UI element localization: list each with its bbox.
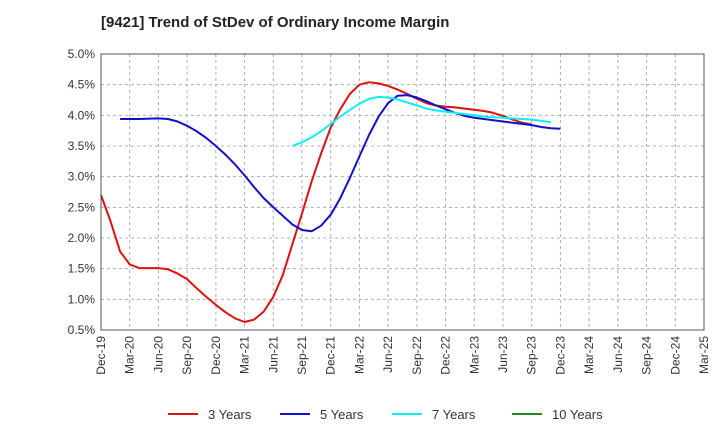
y-tick-label: 3.5% — [68, 139, 96, 153]
series-line-5-years — [120, 94, 561, 233]
x-tick-label: Dec-21 — [324, 336, 338, 375]
plot-area-border — [100, 53, 705, 331]
x-tick-label: Sep-20 — [180, 336, 194, 375]
y-tick-label: 5.0% — [68, 47, 96, 61]
x-tick-label: Mar-24 — [582, 336, 596, 374]
legend-label-5-years: 5 Years — [320, 407, 364, 422]
x-tick-label: Jun-21 — [266, 336, 280, 373]
y-tick-label: 2.0% — [68, 231, 96, 245]
x-tick-label: Dec-22 — [439, 336, 453, 375]
x-tick-label: Jun-24 — [611, 336, 625, 373]
x-tick-label: Mar-22 — [352, 336, 366, 374]
x-tick-label: Sep-24 — [640, 336, 654, 375]
legend-label-10-years: 10 Years — [552, 407, 603, 422]
x-tick-label: Dec-19 — [94, 336, 108, 375]
legend-label-3-years: 3 Years — [208, 407, 252, 422]
y-tick-label: 1.5% — [68, 262, 96, 276]
x-tick-label: Mar-20 — [123, 336, 137, 374]
x-tick-label: Jun-22 — [381, 336, 395, 373]
x-tick-label: Mar-23 — [467, 336, 481, 374]
legend: 3 Years 5 Years 7 Years 10 Years — [168, 407, 603, 422]
y-tick-label: 1.0% — [68, 292, 96, 306]
x-tick-label: Jun-23 — [496, 336, 510, 373]
series-line-7-years — [292, 95, 552, 147]
x-tick-label: Sep-23 — [525, 336, 539, 375]
chart-title: [9421] Trend of StDev of Ordinary Income… — [101, 14, 450, 31]
y-tick-label: 0.5% — [68, 323, 96, 337]
series-line-3-years — [100, 81, 532, 323]
x-axis: Dec-19 Mar-20 Jun-20 Sep-20 Dec-20 Mar-21 Jun-… — [94, 336, 711, 375]
x-tick-label: Sep-22 — [410, 336, 424, 375]
legend-label-7-years: 7 Years — [432, 407, 476, 422]
x-tick-label: Sep-21 — [295, 336, 309, 375]
series-lines — [100, 81, 561, 323]
x-tick-label: Mar-21 — [238, 336, 252, 374]
x-tick-label: Dec-23 — [553, 336, 567, 375]
y-tick-label: 4.5% — [68, 78, 96, 92]
x-tick-label: Jun-20 — [151, 336, 165, 373]
y-tick-label: 3.0% — [68, 170, 96, 184]
y-tick-label: 2.5% — [68, 200, 96, 214]
y-tick-label: 4.0% — [68, 108, 96, 122]
y-axis: 0.5% 1.0% 1.5% 2.0% 2.5% 3.0% 3.5% 4.0% 4.5% 5.0% — [68, 47, 96, 337]
x-tick-label: Dec-20 — [209, 336, 223, 375]
x-tick-label: Dec-24 — [668, 336, 682, 375]
x-tick-label: Mar-25 — [697, 336, 711, 374]
